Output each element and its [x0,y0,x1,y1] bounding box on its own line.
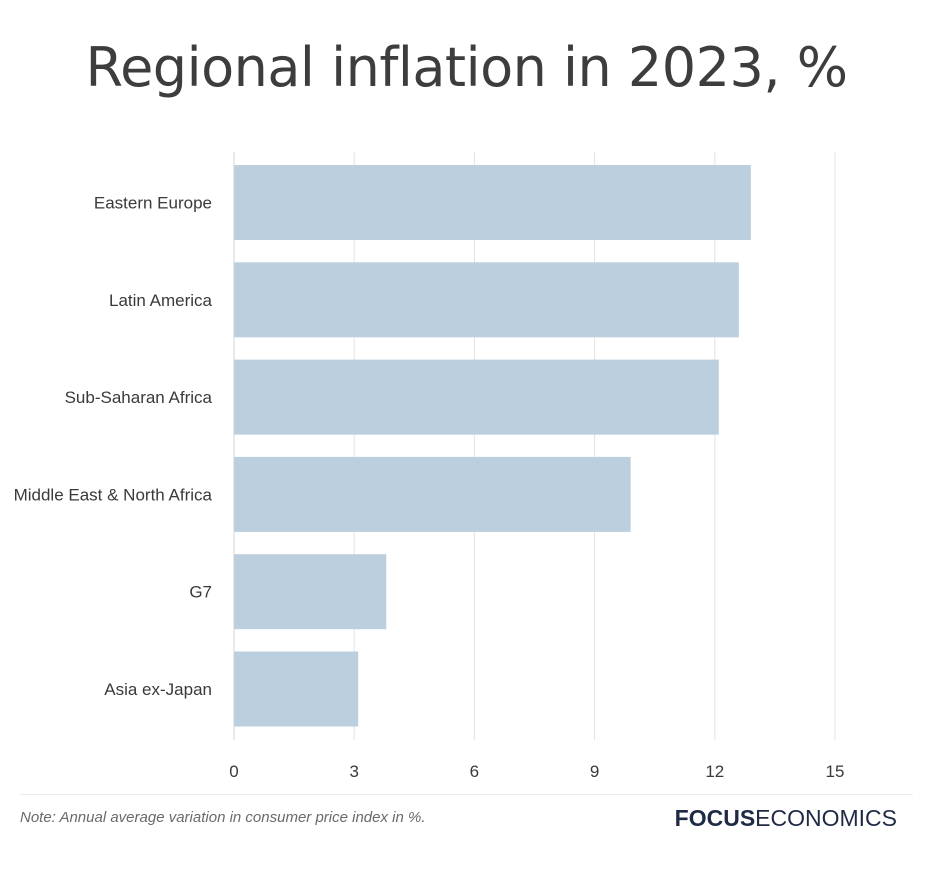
logo-light-text: ECONOMICS [755,805,897,831]
logo-bold-text: FOCUS [674,805,756,831]
x-tick-label-12: 12 [705,762,724,781]
category-label: Latin America [109,291,213,310]
footer-divider [20,794,913,795]
x-tick-label-9: 9 [590,762,599,781]
category-label: Eastern Europe [94,194,212,213]
chart-title: Regional inflation in 2023, % [85,36,848,99]
x-tick-label-3: 3 [349,762,358,781]
category-label: Sub-Saharan Africa [65,388,213,407]
bar-g7 [234,554,387,630]
x-tick-label-15: 15 [826,762,845,781]
bar-latin-america [234,262,739,338]
category-label: Middle East & North Africa [14,485,213,504]
category-label: Asia ex-Japan [104,680,212,699]
bar-sub-saharan-africa [234,359,719,435]
category-label: G7 [189,583,212,602]
bar-eastern-europe [234,165,751,240]
focus-economics-logo: FOCUSECONOMICS [675,805,897,832]
chart-note: Note: Annual average variation in consum… [20,809,426,826]
bar-asia-ex-japan [234,651,359,727]
bar-chart: 0 3 6 9 12 15 Eastern Europe Latin America Sub-S… [14,152,845,781]
x-tick-label-6: 6 [470,762,479,781]
x-tick-label-0: 0 [229,762,238,781]
bar-middle-east-north-africa [234,456,631,532]
